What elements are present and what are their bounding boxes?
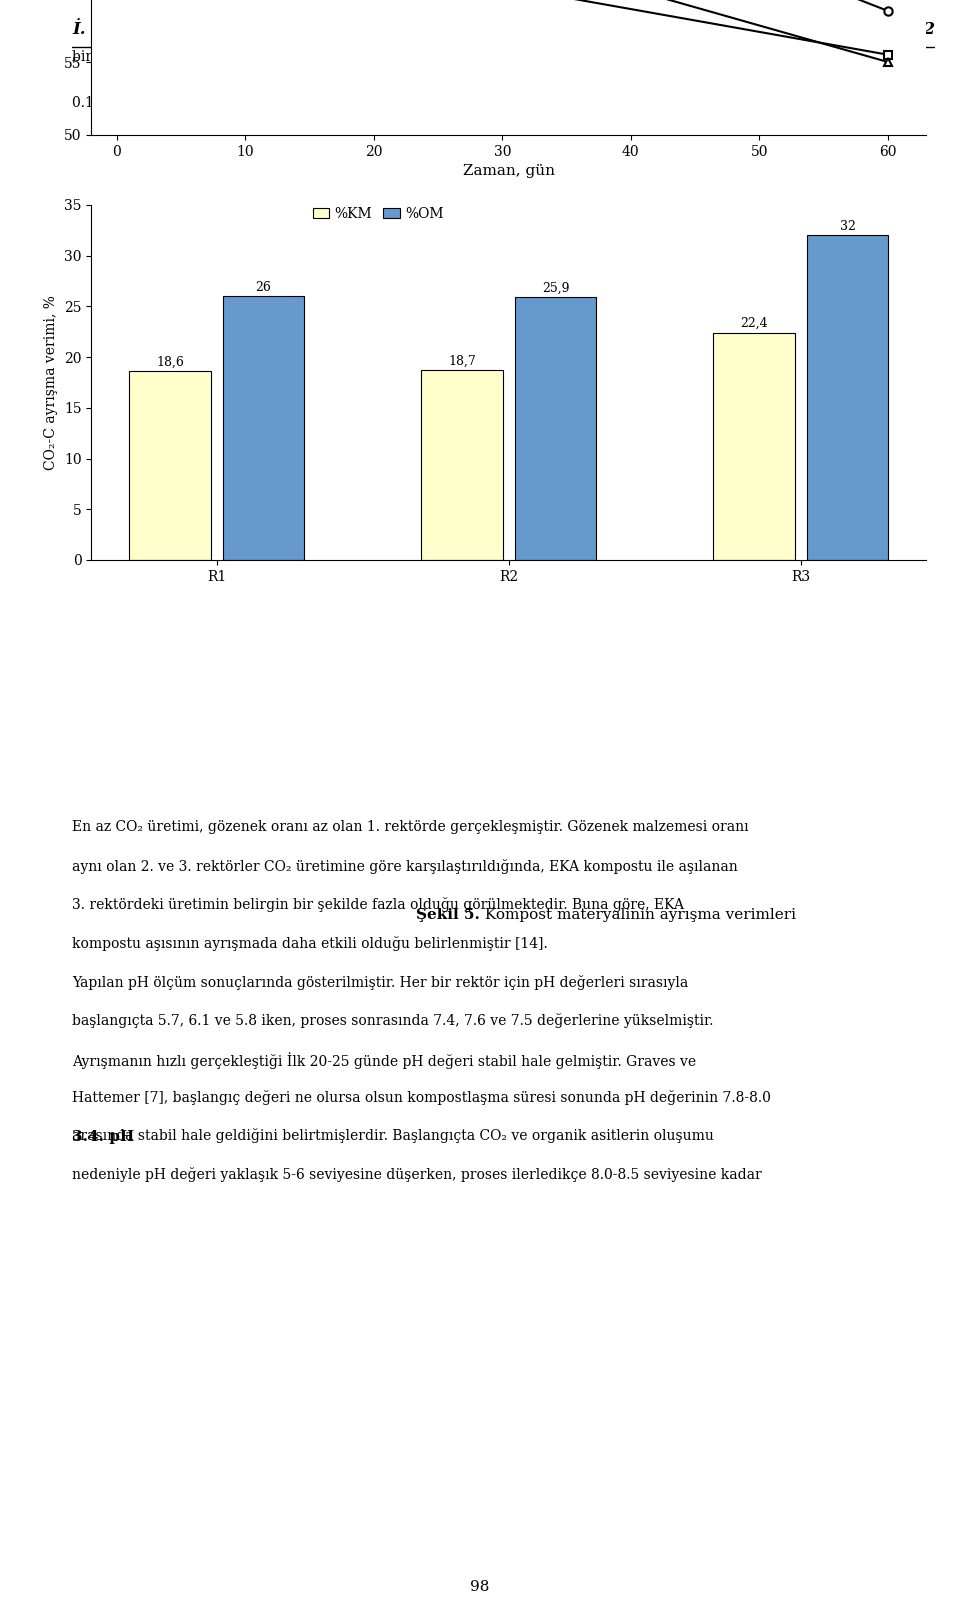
Text: Şekil 4.: Şekil 4. [416,493,480,506]
Text: başlangıçta 5.7, 6.1 ve 5.8 iken, proses sonrasında 7.4, 7.6 ve 7.5 değerlerine : başlangıçta 5.7, 6.1 ve 5.8 iken, proses… [72,1014,713,1028]
Text: kompostu aşısının ayrışmada daha etkili olduğu belirlenmiştir [14].: kompostu aşısının ayrışmada daha etkili … [72,937,548,951]
Bar [806,236,888,559]
Line: R1: R1 [112,0,892,14]
Y-axis label: CO₂-C ayrışma verimi, %: CO₂-C ayrışma verimi, % [44,296,59,469]
Bar [223,296,304,559]
Text: nedeniyle pH değeri yaklaşık 5-6 seviyesine düşerken, proses ilerledikçe 8.0-8.5: nedeniyle pH değeri yaklaşık 5-6 seviyes… [72,1167,761,1181]
R2 [882,45,894,64]
Text: 3.4. pH: 3.4. pH [72,1130,134,1144]
Line: R3: R3 [112,0,892,66]
Text: Organik maddenin zamanla değişimi: Organik maddenin zamanla değişimi [480,492,768,508]
Text: birim        OM        bazında        CO₂-C        üretimleri        sırasıyla,: birim OM bazında CO₂-C üretimleri sırası… [72,50,543,64]
Bar [421,370,503,559]
Text: 26: 26 [255,281,272,294]
Text: 18,6: 18,6 [156,355,184,370]
Text: 22,4: 22,4 [740,317,768,331]
Text: İ. Tosun, M.T. Gönüllü, A. Günay: İ. Tosun, M.T. Gönüllü, A. Günay [72,19,373,39]
Text: 18,7: 18,7 [448,355,476,368]
Text: Yapılan pH ölçüm sonuçlarında gösterilmiştir. Her bir rektör için pH değerleri s: Yapılan pH ölçüm sonuçlarında gösterilmi… [72,975,688,990]
Line: R2: R2 [112,0,892,59]
Bar [515,297,596,559]
Text: Kompost materyalinin ayrışma verimleri: Kompost materyalinin ayrışma verimleri [480,908,796,922]
Text: Şekil 5.: Şekil 5. [416,908,480,922]
Text: En az CO₂ üretimi, gözenek oranı az olan 1. rektörde gerçekleşmiştir. Gözenek ma: En az CO₂ üretimi, gözenek oranı az olan… [72,820,749,834]
Bar [130,371,211,559]
Text: 25,9: 25,9 [541,281,569,294]
Text: 0.186, 0.187, 0.224 g CO₂-C/g-KM ve 0.26, 0.26, 0.32 g CO₂-C/g-OM’dir.: 0.186, 0.187, 0.224 g CO₂-C/g-KM ve 0.26… [72,96,577,109]
Text: Hattemer [7], başlangıç değeri ne olursa olsun kompostlaşma süresi sonunda pH de: Hattemer [7], başlangıç değeri ne olursa… [72,1090,771,1106]
R1 [882,2,894,21]
Text: 32: 32 [840,220,855,233]
X-axis label: Zaman, gün: Zaman, gün [463,164,555,178]
Text: arasında stabil hale geldiğini belirtmişlerdir. Başlangıçta CO₂ ve organik asitl: arasında stabil hale geldiğini belirtmiş… [72,1128,714,1143]
Text: YTÜD 2003/2: YTÜD 2003/2 [812,19,935,37]
Legend: %KM, %OM: %KM, %OM [307,201,449,227]
Text: 98: 98 [470,1580,490,1594]
Bar [713,333,795,559]
Text: 3. rektördeki üretimin belirgin bir şekilde fazla olduğu görülmektedir. Buna gör: 3. rektördeki üretimin belirgin bir şeki… [72,897,684,913]
Text: Ayrışmanın hızlı gerçekleştiği İlk 20-25 günde pH değeri stabil hale gelmiştir. : Ayrışmanın hızlı gerçekleştiği İlk 20-25… [72,1051,696,1069]
Text: aynı olan 2. ve 3. rektörler CO₂ üretimine göre karşılaştırıldığında, EKA kompos: aynı olan 2. ve 3. rektörler CO₂ üretimi… [72,858,737,874]
R3 [882,53,894,72]
